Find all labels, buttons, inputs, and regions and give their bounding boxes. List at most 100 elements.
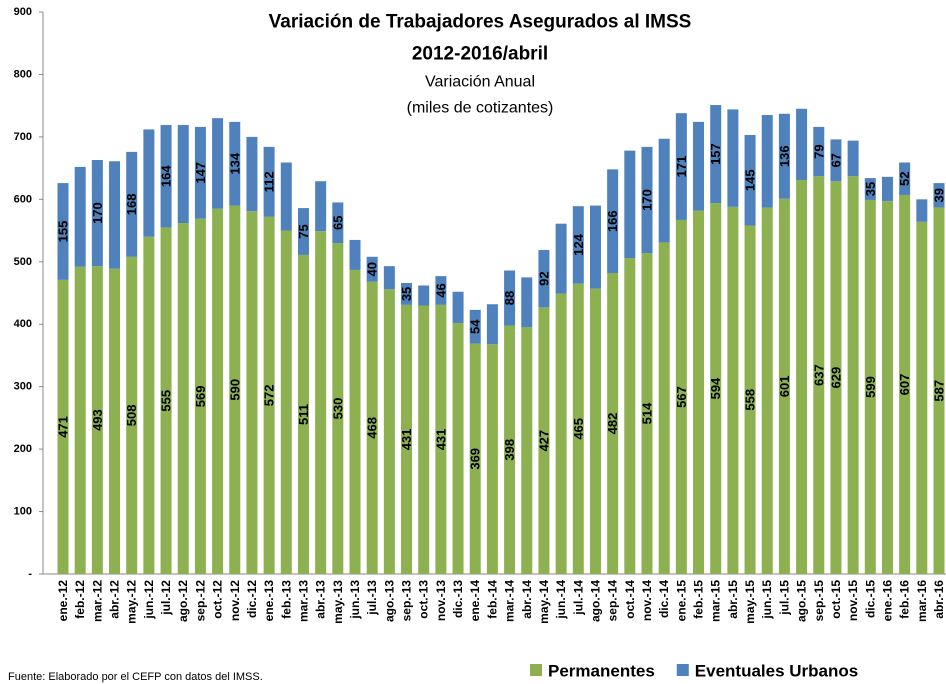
x-tick-label: jun.-15 [760, 580, 774, 620]
chart-title: Variación de Trabajadores Asegurados al … [269, 12, 692, 33]
data-label: 40 [365, 262, 380, 276]
x-tick-label: jul.-14 [571, 580, 585, 616]
bar-segment [263, 146, 275, 217]
x-tick-label: abr.-12 [108, 580, 122, 619]
bar-segment [693, 210, 705, 574]
x-tick-label: ene.-12 [56, 580, 70, 622]
x-tick-label: ago.-12 [176, 580, 190, 622]
bar-segment [435, 304, 447, 574]
bar-segment [572, 206, 584, 284]
x-tick-label: may.-13 [331, 580, 345, 624]
bar-segment [607, 169, 619, 274]
data-label: 508 [124, 405, 139, 427]
data-label: 599 [863, 376, 878, 398]
bar-segment [452, 291, 464, 323]
bar-segment [899, 194, 911, 574]
data-label: 75 [296, 224, 311, 238]
x-tick-label: ago.-13 [382, 580, 396, 622]
x-tick-label: dic.-12 [245, 580, 259, 618]
bar-segment [538, 307, 550, 574]
bar-segment [109, 161, 121, 269]
x-tick-label: dic.-15 [863, 580, 877, 618]
data-label: 145 [743, 169, 758, 191]
bar-segment [847, 140, 859, 177]
x-tick-label: nov.-15 [846, 580, 860, 621]
bar-segment [452, 322, 464, 574]
bar-segment [916, 221, 928, 574]
data-label: 39 [932, 188, 946, 202]
x-tick-label: nov.-13 [434, 580, 448, 621]
x-tick-label: oct.-13 [417, 580, 431, 619]
y-tick-label: 300 [14, 381, 32, 393]
x-tick-label: jul.-15 [777, 580, 791, 616]
data-label: 112 [262, 171, 277, 192]
x-tick-label: sep.-15 [812, 580, 826, 622]
data-label: 52 [897, 171, 912, 185]
y-tick-label: 100 [14, 506, 32, 518]
data-label: 124 [571, 233, 586, 255]
data-label: 587 [932, 380, 946, 402]
bar-segment [486, 304, 498, 345]
bar-segment [864, 199, 876, 575]
data-label: 54 [468, 319, 483, 334]
x-tick-label: oct.-15 [829, 580, 843, 619]
data-label: 431 [399, 429, 414, 451]
x-tick-label: mar.-15 [709, 580, 723, 622]
x-tick-label: may.-14 [537, 580, 551, 624]
x-tick-label: ene.-14 [468, 580, 482, 622]
bar-segment [91, 266, 103, 574]
x-tick-label: sep.-12 [193, 580, 207, 622]
bar-segment [555, 293, 567, 574]
bar-segment [418, 285, 430, 306]
bar-segment [74, 166, 86, 267]
bar-segment [727, 109, 739, 207]
x-tick-label: mar.-14 [503, 580, 517, 622]
bar-segment [177, 223, 189, 574]
data-label: 134 [227, 152, 242, 174]
bar-segment [555, 223, 567, 294]
x-tick-label: feb.-15 [692, 580, 706, 619]
bar-segment [693, 121, 705, 211]
bar-segment [212, 118, 224, 209]
bar-segment [504, 270, 516, 326]
bar-segment [761, 115, 773, 208]
y-tick-label: 800 [14, 68, 32, 80]
bar-segment [778, 113, 790, 199]
bar-segment [194, 126, 206, 219]
data-label: 170 [90, 202, 105, 224]
bar-segment [572, 283, 584, 574]
bar-segment [315, 181, 327, 232]
x-tick-label: abr.-13 [314, 580, 328, 619]
bar-segment [521, 327, 533, 574]
bar-segment [744, 135, 756, 226]
bar-segment [796, 179, 808, 574]
bar-segment [194, 218, 206, 575]
x-tick-label: sep.-13 [400, 580, 414, 622]
bar-segment [177, 125, 189, 224]
bar-segment [813, 176, 825, 574]
bar-segment [229, 121, 241, 206]
bar-segment [349, 239, 361, 270]
x-tick-label: jun.-12 [142, 580, 156, 620]
bar-segment [813, 126, 825, 177]
bar-segment [246, 136, 258, 212]
data-label: 482 [605, 413, 620, 435]
data-label: 468 [365, 417, 380, 439]
bar-segment [280, 162, 292, 231]
bar-segment [126, 151, 138, 257]
bar-segment [830, 181, 842, 575]
data-label: 369 [468, 448, 483, 470]
data-label: 607 [897, 374, 912, 396]
bar-segment [624, 150, 636, 259]
bar-segment [57, 183, 69, 280]
data-label: 514 [640, 402, 655, 424]
data-label: 147 [193, 162, 208, 184]
x-tick-label: nov.-14 [640, 580, 654, 621]
x-tick-label: sep.-14 [606, 580, 620, 622]
data-label: 171 [674, 156, 689, 178]
y-tick-label: 900 [14, 6, 32, 18]
bar-segment [675, 113, 687, 220]
bar-segment [830, 139, 842, 182]
x-tick-label: abr.-15 [726, 580, 740, 619]
data-label: 88 [502, 291, 517, 305]
